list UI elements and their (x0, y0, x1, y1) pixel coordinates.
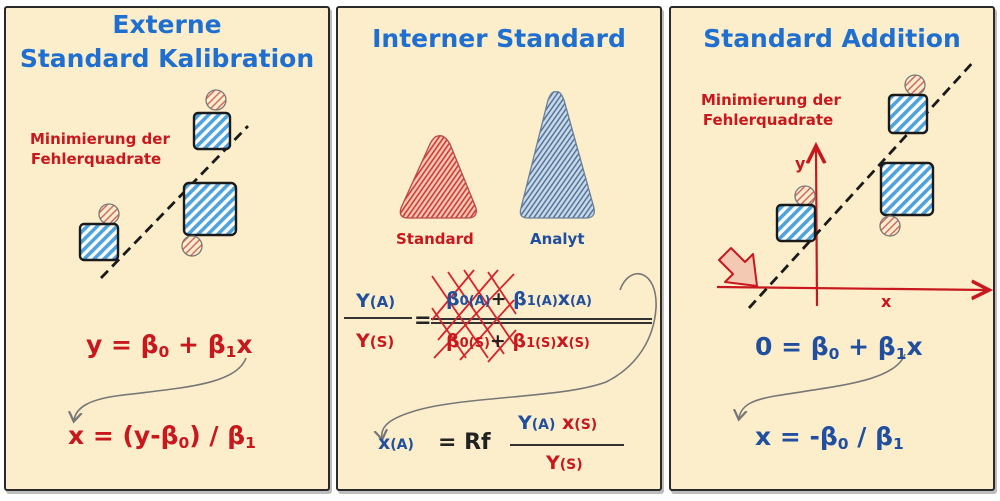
residual-circle (879, 215, 901, 237)
residual-circle (205, 89, 227, 111)
internal-standard-drawing (344, 91, 657, 446)
note-line1: Minimierung der (701, 91, 841, 109)
standard-addition-drawing (716, 59, 993, 489)
derivation-arrow (382, 272, 657, 438)
model-denominator: β0(S)+ β1(S)x(S) (446, 330, 590, 352)
derivation-arrow (74, 357, 247, 420)
eq-sub: 0 (837, 434, 849, 453)
eq-part: + β (839, 332, 896, 361)
residual-circle (904, 74, 926, 96)
error-square (887, 93, 929, 135)
eq-part: β (513, 288, 527, 310)
external-calibration-drawing (6, 89, 250, 489)
analyt-peak (519, 91, 595, 219)
eq-part: + (490, 288, 507, 310)
eq-part: β (512, 330, 527, 352)
eq-sub: 0 (828, 344, 840, 363)
error-square (182, 181, 238, 237)
y-axis (816, 148, 817, 307)
label-analyt: Analyt (530, 230, 585, 248)
cancel-marks (431, 269, 517, 363)
residual-circle (98, 203, 120, 225)
error-square (879, 161, 935, 217)
axis-x-label: x (881, 292, 892, 311)
eq-part: y = β (86, 330, 159, 359)
result-denominator: Y(S) (546, 452, 583, 474)
intercept-arrow-icon (718, 247, 758, 287)
eq-sub: 0(S) (459, 336, 490, 351)
panel-title-line1: Externe (112, 10, 222, 39)
eq-part: + β (169, 330, 226, 359)
eq-sub: (A) (390, 437, 414, 453)
eq-part: β (446, 288, 460, 310)
ratio-numerator: Y(A) (356, 290, 395, 312)
note-line2: Fehlerquadrate (30, 150, 162, 168)
ratio-denominator: Y(S) (356, 330, 394, 352)
eq-sub: 0 (158, 342, 170, 361)
addition-equation: 0 = β0 + β1x (755, 332, 923, 363)
eq-sub: (S) (574, 417, 598, 433)
derivation-arrow (739, 353, 906, 418)
eq-part: x = (y-β (68, 421, 179, 450)
solved-equation: x = -β0 / β1 (755, 422, 904, 453)
error-square (78, 222, 120, 262)
residual-circle (181, 235, 203, 257)
panel-title-line2: Standard Kalibration (19, 44, 315, 73)
eq-sub: (A) (531, 417, 556, 433)
panel-internal-standard: Interner Standard Standard Analyt Y(A) Y… (336, 6, 662, 491)
eq-sub: (A) (369, 293, 396, 311)
note-line1: Minimierung der (30, 130, 170, 148)
eq-sub: 1 (895, 344, 907, 363)
eq-part: ) / β (189, 421, 246, 450)
eq-part: x (906, 332, 923, 361)
eq-part: Y (356, 330, 370, 352)
error-square (775, 203, 817, 243)
eq-part: x (236, 330, 253, 359)
model-numerator: β0(A)+ β1(A)x(A) (446, 288, 592, 310)
eq-sub: 1 (893, 434, 904, 453)
eq-sub: (S) (369, 333, 395, 351)
note-line2: Fehlerquadrate (702, 111, 834, 129)
eq-part: Y (518, 412, 532, 434)
eq-part: x (556, 330, 569, 352)
regression-line (747, 59, 977, 309)
eq-sub: 1 (225, 342, 237, 361)
panel-standard-addition: Standard Addition Minimierung der Fehler… (669, 6, 995, 491)
eq-part: x = -β (755, 422, 838, 451)
panel-title: Standard Addition (703, 24, 961, 53)
eq-part: Y (356, 290, 370, 312)
regression-line (99, 125, 250, 279)
eq-sub: (S) (568, 336, 590, 351)
calibration-equation: y = β0 + β1x (86, 330, 253, 361)
residual-circle (794, 185, 816, 207)
eq-part: Y (546, 452, 560, 474)
equals-sign: = (414, 308, 432, 332)
standard-peak (399, 135, 477, 219)
eq-sub: (A) (570, 294, 592, 309)
eq-sub: 0(A) (459, 294, 491, 309)
panel-title: Interner Standard (372, 24, 626, 53)
error-square (192, 111, 232, 151)
solved-equation: x = (y-β0) / β1 (68, 421, 256, 452)
eq-sub: 1(S) (526, 336, 557, 351)
x-axis (716, 287, 987, 290)
eq-part: + (489, 330, 506, 352)
result-numerator: Y(A) x(S) (518, 412, 597, 434)
label-standard: Standard (396, 230, 474, 248)
eq-sub: 1(A) (526, 294, 558, 309)
eq-part: x (557, 288, 571, 310)
eq-part: / β (848, 422, 893, 451)
eq-part: 0 = β (755, 332, 829, 361)
eq-sub: 0 (178, 433, 190, 452)
result-x: x(A) (378, 432, 414, 454)
eq-sub: (S) (559, 457, 583, 473)
eq-part: x (562, 412, 575, 434)
eq-sub: 1 (245, 433, 256, 452)
eq-part: β (446, 330, 460, 352)
eq-part: x (378, 432, 391, 454)
panel-external-calibration: Externe Standard Kalibration Minimierung… (4, 6, 330, 491)
result-rf: = Rf (438, 430, 491, 455)
axis-y-label: y (795, 154, 806, 173)
